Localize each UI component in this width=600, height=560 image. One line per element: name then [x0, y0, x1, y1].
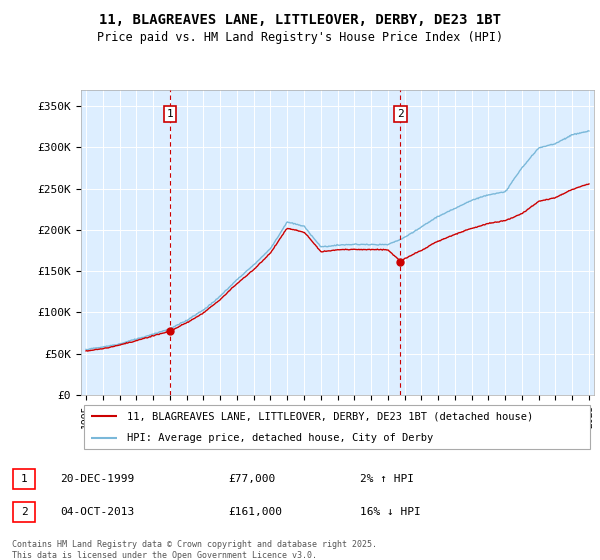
Text: 1: 1 — [166, 109, 173, 119]
FancyBboxPatch shape — [13, 502, 35, 522]
FancyBboxPatch shape — [13, 469, 35, 489]
Text: 2: 2 — [397, 109, 404, 119]
Text: 11, BLAGREAVES LANE, LITTLEOVER, DERBY, DE23 1BT (detached house): 11, BLAGREAVES LANE, LITTLEOVER, DERBY, … — [127, 411, 533, 421]
Text: £77,000: £77,000 — [228, 474, 275, 484]
Text: £161,000: £161,000 — [228, 507, 282, 517]
Text: 11, BLAGREAVES LANE, LITTLEOVER, DERBY, DE23 1BT: 11, BLAGREAVES LANE, LITTLEOVER, DERBY, … — [99, 13, 501, 27]
Text: Price paid vs. HM Land Registry's House Price Index (HPI): Price paid vs. HM Land Registry's House … — [97, 31, 503, 44]
Text: 1: 1 — [20, 474, 28, 484]
Text: 16% ↓ HPI: 16% ↓ HPI — [360, 507, 421, 517]
Text: Contains HM Land Registry data © Crown copyright and database right 2025.
This d: Contains HM Land Registry data © Crown c… — [12, 540, 377, 560]
Text: 2: 2 — [20, 507, 28, 517]
Text: HPI: Average price, detached house, City of Derby: HPI: Average price, detached house, City… — [127, 433, 433, 443]
Text: 04-OCT-2013: 04-OCT-2013 — [60, 507, 134, 517]
FancyBboxPatch shape — [83, 405, 590, 449]
Text: 20-DEC-1999: 20-DEC-1999 — [60, 474, 134, 484]
Text: 2% ↑ HPI: 2% ↑ HPI — [360, 474, 414, 484]
